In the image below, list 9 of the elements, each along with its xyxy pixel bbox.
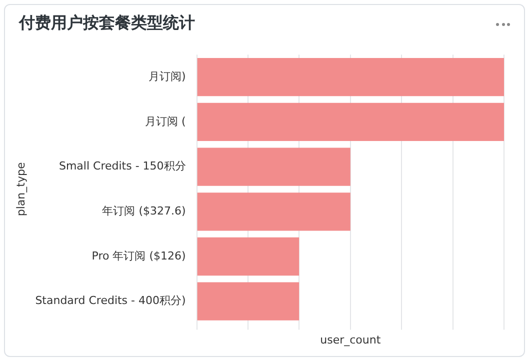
y-tick-label: Standard Credits - 400积分) xyxy=(35,294,186,308)
x-axis-title: user_count xyxy=(320,333,382,346)
y-tick-label: 月订阅 ( xyxy=(145,114,186,128)
y-tick-label: Pro 年订阅 ($126) xyxy=(92,249,186,262)
y-tick-label: 年订阅 ($327.6) xyxy=(102,204,186,218)
chart-title: 付费用户按套餐类型统计 xyxy=(19,13,195,34)
y-axis-title: plan_type xyxy=(14,162,28,216)
y-tick-label: 月订阅) xyxy=(148,70,186,83)
y-tick-label: Small Credits - 150积分 xyxy=(58,160,186,173)
